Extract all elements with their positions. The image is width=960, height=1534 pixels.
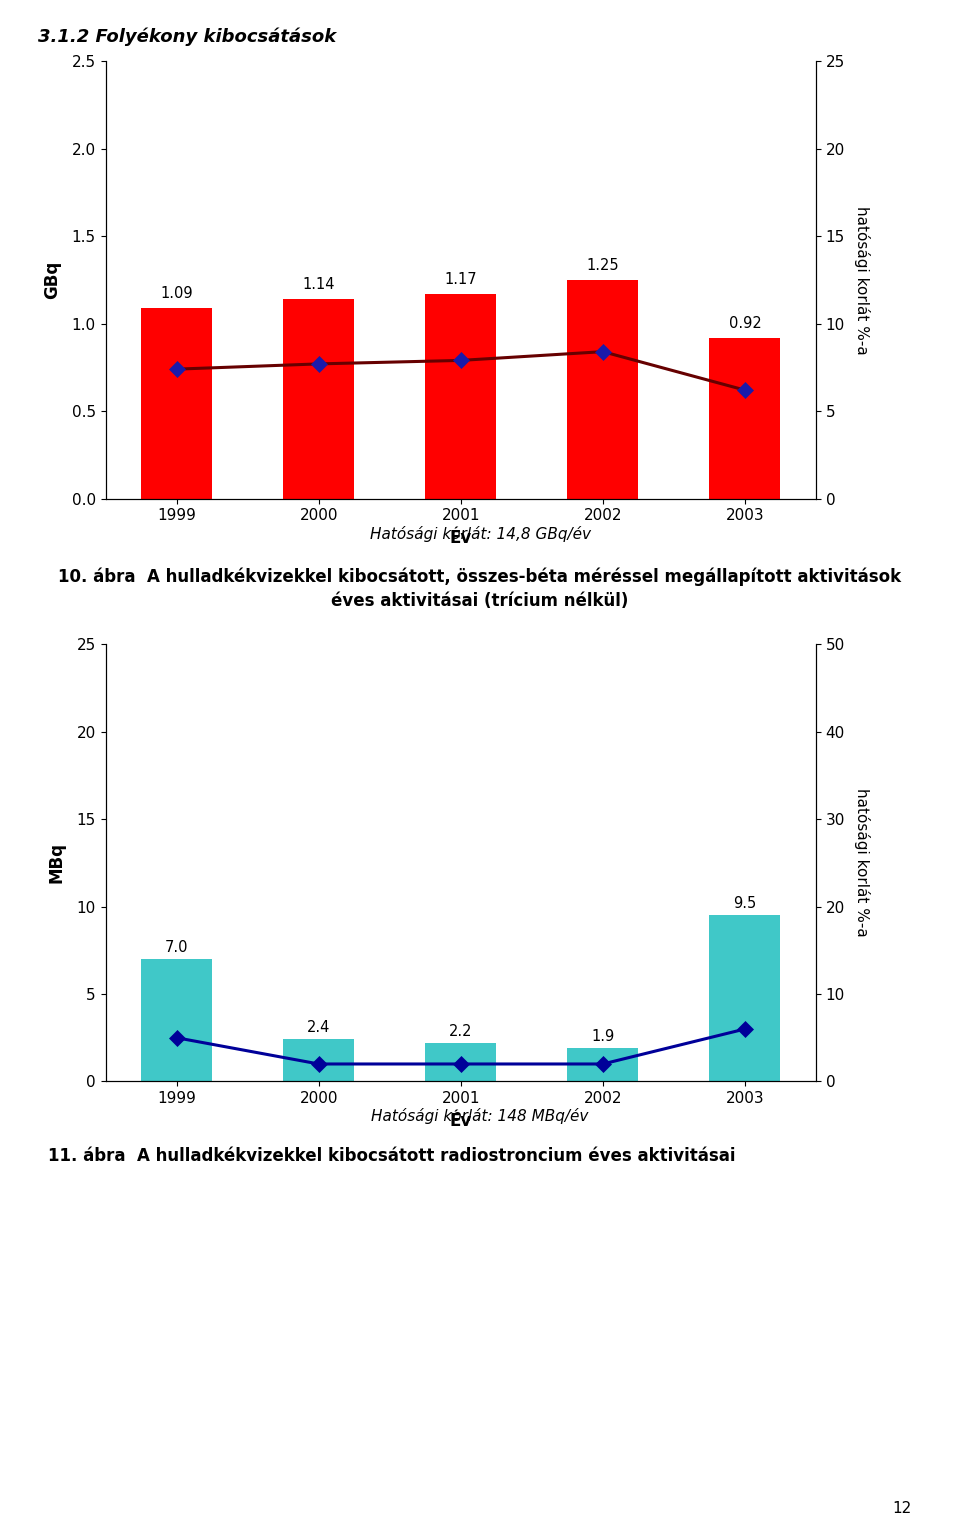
Bar (425, 295, 496, 499)
Bar (283, 299, 354, 499)
Text: 1.9: 1.9 (591, 1029, 614, 1043)
Text: 2.2: 2.2 (449, 1023, 472, 1039)
Bar (709, 916, 780, 1081)
Bar (141, 308, 212, 499)
Bar (709, 337, 780, 499)
Text: 1.14: 1.14 (302, 278, 335, 291)
Text: 2.4: 2.4 (307, 1020, 330, 1035)
Text: 3.1.2 Folyékony kibocsátások: 3.1.2 Folyékony kibocsátások (38, 28, 337, 46)
X-axis label: Év: Év (449, 1112, 472, 1129)
Text: 7.0: 7.0 (165, 940, 188, 954)
Bar (141, 959, 212, 1081)
Bar (425, 1043, 496, 1081)
Text: 1.17: 1.17 (444, 272, 477, 287)
Text: Hatósági korlát: 14,8 GBq/év: Hatósági korlát: 14,8 GBq/év (370, 526, 590, 542)
Bar (567, 279, 638, 499)
Text: 1.25: 1.25 (587, 258, 619, 273)
Text: 10. ábra  A hulladkékvizekkel kibocsátott, összes-béta méréssel megállapított ak: 10. ábra A hulladkékvizekkel kibocsátott… (59, 568, 901, 609)
Y-axis label: GBq: GBq (42, 261, 60, 299)
Y-axis label: hatósági korlát %-a: hatósági korlát %-a (854, 206, 870, 354)
Y-axis label: MBq: MBq (47, 842, 65, 884)
Bar (567, 1048, 638, 1081)
Text: 11. ábra  A hulladkékvizekkel kibocsátott radiostroncium éves aktivitásai: 11. ábra A hulladkékvizekkel kibocsátott… (48, 1147, 735, 1166)
X-axis label: Év: Év (449, 529, 472, 546)
Text: 9.5: 9.5 (733, 896, 756, 911)
Bar (283, 1040, 354, 1081)
Text: 12: 12 (893, 1500, 912, 1516)
Text: Hatósági korlát: 148 MBq/év: Hatósági korlát: 148 MBq/év (372, 1108, 588, 1123)
Text: 1.09: 1.09 (160, 285, 193, 301)
Text: 0.92: 0.92 (729, 316, 761, 331)
Y-axis label: hatósági korlát %-a: hatósági korlát %-a (854, 788, 870, 937)
